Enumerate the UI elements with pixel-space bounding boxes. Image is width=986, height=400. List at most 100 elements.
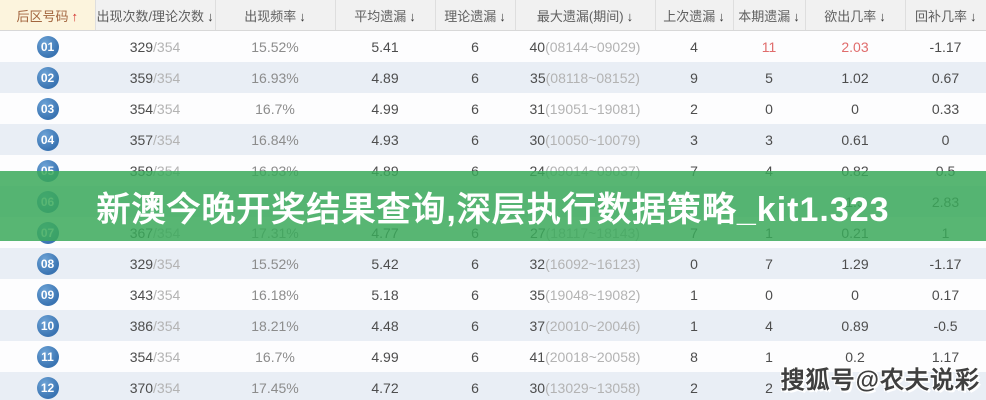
column-header-9[interactable]: 欲出几率 ↓ [805, 0, 906, 31]
column-label: 出现次数/理论次数 [96, 8, 205, 24]
cell-ball: 09 [0, 279, 95, 310]
cell-max: 32(16092~16123) [529, 255, 641, 272]
cell-max: 37(20010~20046) [529, 317, 641, 334]
cell-count: 329/354 [129, 255, 181, 272]
cell-want: 1.02 [841, 69, 869, 86]
cell-freq: 16.93% [251, 69, 299, 86]
cell-ball: 02 [0, 62, 95, 93]
cell-cur: 0 [765, 100, 773, 117]
table-row: 04 357/354 16.84% 4.93 6 30(10050~10079) 3 3 0.6… [0, 124, 986, 155]
sort-desc-icon: ↓ [299, 8, 306, 24]
cell-theory: 6 [435, 155, 515, 186]
cell-back: -1.17 [929, 38, 962, 55]
cell-cur: 3 [765, 131, 773, 148]
sort-desc-icon: ↓ [879, 8, 886, 24]
sort-desc-icon: ↓ [499, 8, 506, 24]
cell-last: 0 [690, 255, 698, 272]
cell-avg: 4.72 [371, 379, 399, 396]
cell-want: 2.03 [841, 38, 869, 55]
cell-avg: 5.41 [371, 38, 399, 55]
cell-cur: 11 [761, 38, 777, 55]
cell-count: 357/354 [129, 131, 181, 148]
cell-count: 354/354 [129, 348, 181, 365]
column-header-6[interactable]: 最大遗漏(期间) ↓ [515, 0, 656, 31]
column-label: 出现频率 [244, 8, 297, 24]
column-header-10[interactable]: 回补几率 ↓ [905, 0, 986, 31]
cell-max: 40(08144~09029) [529, 38, 641, 55]
column-header-7[interactable]: 上次遗漏 ↓ [655, 0, 734, 31]
cell-ball: 01 [0, 31, 95, 63]
cell-theory: 6 [471, 379, 479, 396]
watermark: 搜狐号@农夫说彩 [781, 360, 980, 395]
column-header-8[interactable]: 本期遗漏 ↓ [733, 0, 806, 31]
cell-ball: 04 [0, 124, 95, 155]
cell-theory: 6 [471, 255, 479, 272]
cell-ball: 12 [0, 372, 95, 400]
column-label: 本期遗漏 [738, 8, 791, 24]
cell-back: 0.17 [931, 286, 960, 303]
table-row: 02 359/354 16.93% 4.89 6 35(08118~08152) 9 5 1.0… [0, 62, 986, 93]
column-header-1[interactable]: 后区号码 ↑ [0, 0, 96, 31]
sort-desc-icon: ↓ [718, 8, 725, 24]
cell-last: 1 [690, 286, 698, 303]
ball-number-badge: 08 [36, 252, 59, 275]
column-header-4[interactable]: 平均遗漏 ↓ [335, 0, 436, 31]
column-header-5[interactable]: 理论遗漏 ↓ [435, 0, 516, 31]
column-header-3[interactable]: 出现频率 ↓ [215, 0, 336, 31]
cell-back: -0.5 [933, 317, 958, 334]
cell-count: 370/354 [129, 379, 181, 396]
cell-count: 343/354 [129, 286, 181, 303]
cell-avg: 4.48 [371, 317, 399, 334]
watermark-text: 搜狐号@农夫说彩 [780, 367, 980, 394]
cell-theory: 6 [471, 69, 479, 86]
cell-ball: 11 [0, 341, 95, 372]
cell-back: 1.17 [931, 348, 960, 365]
cell-last: 9 [690, 69, 698, 86]
ball-number-badge: 03 [36, 97, 59, 120]
column-header-2[interactable]: 出现次数/理论次数 ↓ [95, 0, 216, 31]
column-label: 上次遗漏 [663, 8, 716, 24]
cell-ball: 03 [0, 93, 95, 124]
ball-number-badge: 11 [36, 345, 59, 368]
cell-cur: 1 [765, 348, 773, 365]
column-label: 欲出几率 [824, 8, 877, 24]
cell-cur: 0 [765, 286, 773, 303]
cell-theory: 6 [471, 317, 479, 334]
cell-back: 0.67 [931, 69, 960, 86]
ball-number-badge: 09 [36, 283, 59, 306]
table-header-row: 后区号码 ↑ 出现次数/理论次数 ↓ 出现频率 ↓ 平均遗漏 ↓ 理论遗漏 ↓ 最大遗漏(期间) ↓ 上… [0, 0, 986, 31]
table-row: 12 370/354 17.45% 4.72 6 30(13029~13058) 2 2 [0, 372, 986, 400]
cell-freq: 18.21% [251, 317, 299, 334]
column-label: 理论遗漏 [444, 8, 497, 24]
cell-last: 7 [655, 155, 733, 186]
cell-back: 0 [941, 131, 950, 148]
table-body: 01 329/354 15.52% 5.41 6 40(08144~09029) 4 11 2.… [0, 30, 986, 400]
cell-max: 30(13029~13058) [529, 379, 641, 396]
cell-last: 2 [690, 379, 698, 396]
cell-avg: 5.42 [371, 255, 399, 272]
cell-theory: 6 [471, 38, 479, 55]
cell-cur: 4 [765, 317, 773, 334]
cell-freq: 15.52% [251, 38, 299, 55]
cell-freq: 15.52% [251, 255, 299, 272]
cell-max: 30(10050~10079) [529, 131, 641, 148]
cell-avg: 4.89 [371, 69, 399, 86]
cell-max: 35(08118~08152) [530, 69, 640, 86]
cell-freq: 16.18% [251, 286, 299, 303]
sort-asc-icon: ↑ [71, 8, 79, 24]
ball-number-badge: 01 [36, 35, 59, 58]
sort-desc-icon: ↓ [970, 8, 977, 24]
cell-theory: 6 [471, 131, 479, 148]
sort-desc-icon: ↓ [207, 8, 214, 24]
column-label: 平均遗漏 [354, 8, 407, 24]
cell-back: 0.33 [931, 100, 960, 117]
cell-freq: 17.45% [251, 379, 299, 396]
cell-want: 0.89 [841, 317, 869, 334]
cell-last: 4 [690, 38, 698, 55]
cell-cur: 4 [733, 155, 805, 186]
cell-theory: 6 [471, 100, 479, 117]
cell-avg: 5.18 [371, 286, 399, 303]
promo-banner: 新澳今晚开奖结果查询,深层执行数据策略_kit1.323 [0, 171, 986, 241]
